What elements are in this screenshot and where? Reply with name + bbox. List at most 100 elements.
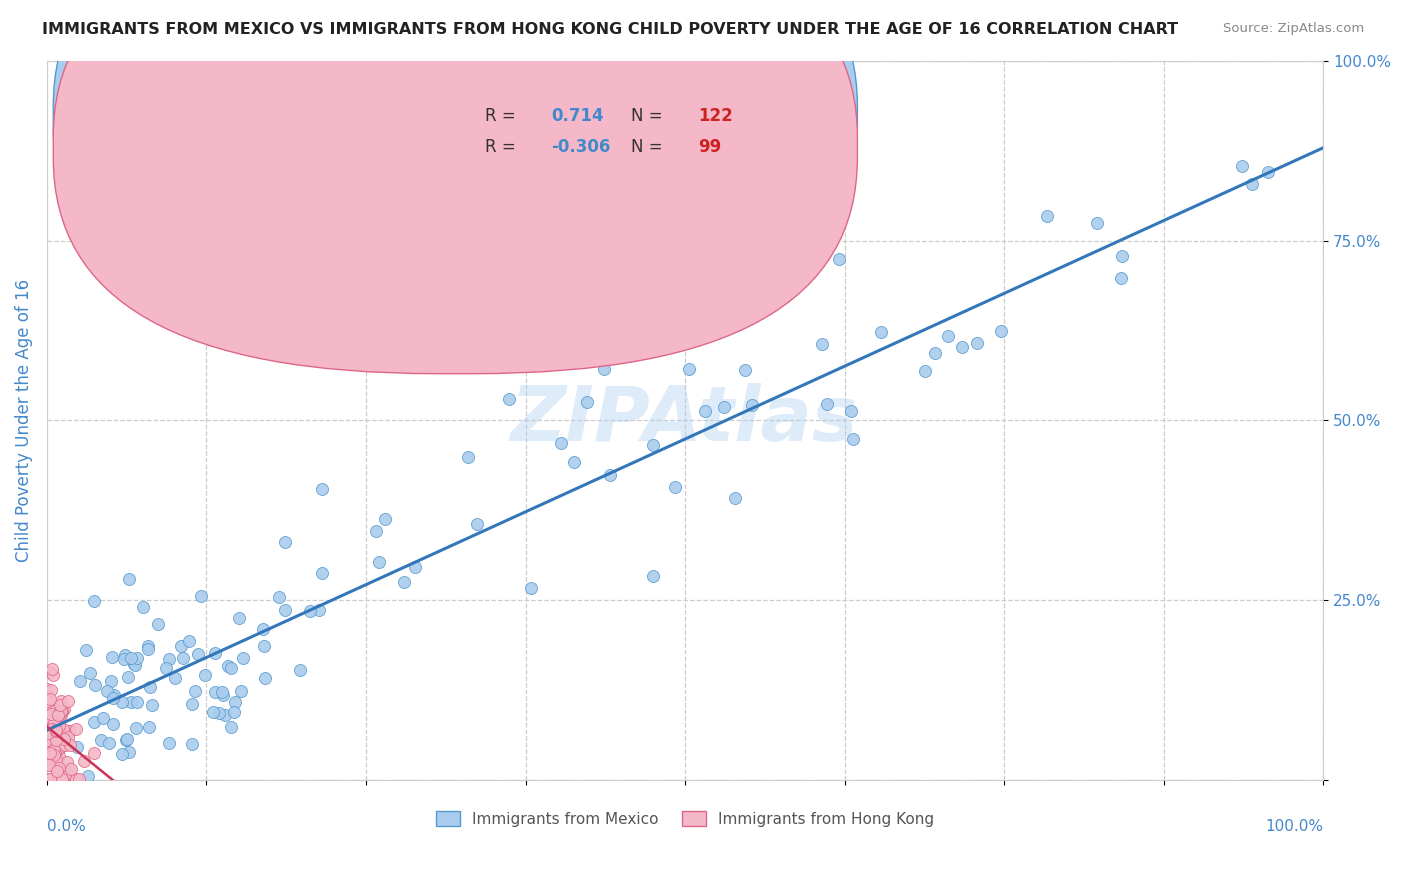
Point [170, 639, 193, 653]
Point [42, 667, 65, 681]
Point [914, 364, 936, 378]
Point [45, 764, 67, 779]
Point [1085, 216, 1108, 230]
Point [870, 325, 893, 339]
Point [41, 732, 63, 747]
Point [180, 737, 202, 751]
Point [202, 705, 225, 719]
Point [125, 721, 148, 735]
Point [45, 723, 67, 737]
Point [593, 362, 616, 376]
Point [52, 772, 75, 786]
Point [41, 713, 63, 727]
Point [45, 728, 67, 742]
Point [122, 657, 145, 671]
Point [457, 450, 479, 465]
Point [839, 404, 862, 418]
Point [734, 363, 756, 377]
FancyBboxPatch shape [53, 0, 858, 343]
Point [172, 651, 194, 665]
Point [38, 725, 60, 739]
Point [83, 593, 105, 607]
FancyBboxPatch shape [413, 87, 797, 175]
Point [45, 729, 67, 743]
Point [58, 723, 80, 738]
Point [48, 719, 70, 733]
Point [39, 683, 62, 698]
Text: 100.0%: 100.0% [1265, 819, 1323, 834]
Point [49, 693, 72, 707]
Point [148, 616, 170, 631]
Point [118, 572, 141, 586]
Point [364, 524, 387, 538]
Point [83, 715, 105, 730]
Point [37, 717, 59, 731]
Point [1232, 159, 1254, 173]
Point [1109, 271, 1132, 285]
Point [394, 574, 416, 589]
Point [39, 706, 62, 721]
Point [693, 404, 716, 418]
Point [48, 725, 70, 739]
Point [39, 713, 62, 727]
Point [44, 722, 66, 736]
Point [42, 706, 65, 721]
Point [44, 739, 66, 754]
Point [124, 658, 146, 673]
Text: 99: 99 [697, 138, 721, 156]
Point [48, 720, 70, 734]
Point [155, 661, 177, 675]
Point [311, 566, 333, 580]
Point [114, 648, 136, 662]
Point [111, 695, 134, 709]
Point [58, 723, 80, 738]
Point [55, 734, 77, 748]
Point [163, 671, 186, 685]
Point [75, 643, 97, 657]
Point [221, 661, 243, 675]
Text: 0.0%: 0.0% [46, 819, 86, 834]
Point [44, 723, 66, 737]
Point [641, 438, 664, 452]
Point [115, 732, 138, 747]
Point [37, 745, 59, 759]
Point [59, 738, 82, 752]
Point [56, 772, 79, 786]
Point [49, 723, 72, 738]
Point [39, 747, 62, 762]
Point [53, 768, 76, 782]
Point [274, 534, 297, 549]
Point [219, 720, 242, 734]
Point [117, 670, 139, 684]
Point [38, 758, 60, 772]
Point [45, 733, 67, 747]
Point [157, 736, 180, 750]
Text: ZIPAtlas: ZIPAtlas [512, 384, 859, 458]
Y-axis label: Child Poverty Under the Age of 16: Child Poverty Under the Age of 16 [15, 279, 32, 562]
Point [39, 698, 62, 713]
Point [713, 400, 735, 414]
Point [194, 668, 217, 682]
Point [52, 702, 75, 716]
Text: N =: N = [631, 138, 668, 156]
Point [44, 772, 66, 786]
Point [520, 581, 543, 595]
Point [966, 336, 988, 351]
Point [56, 755, 79, 769]
Point [79, 665, 101, 680]
Point [44, 731, 66, 746]
Point [224, 705, 246, 719]
Point [136, 640, 159, 654]
Point [404, 559, 426, 574]
Point [39, 707, 62, 722]
Point [229, 683, 252, 698]
Point [132, 599, 155, 614]
Point [990, 324, 1012, 338]
Point [48, 761, 70, 775]
Point [112, 652, 135, 666]
Point [46, 742, 69, 756]
Point [273, 603, 295, 617]
Point [65, 723, 87, 737]
Point [643, 568, 665, 582]
Point [42, 744, 65, 758]
